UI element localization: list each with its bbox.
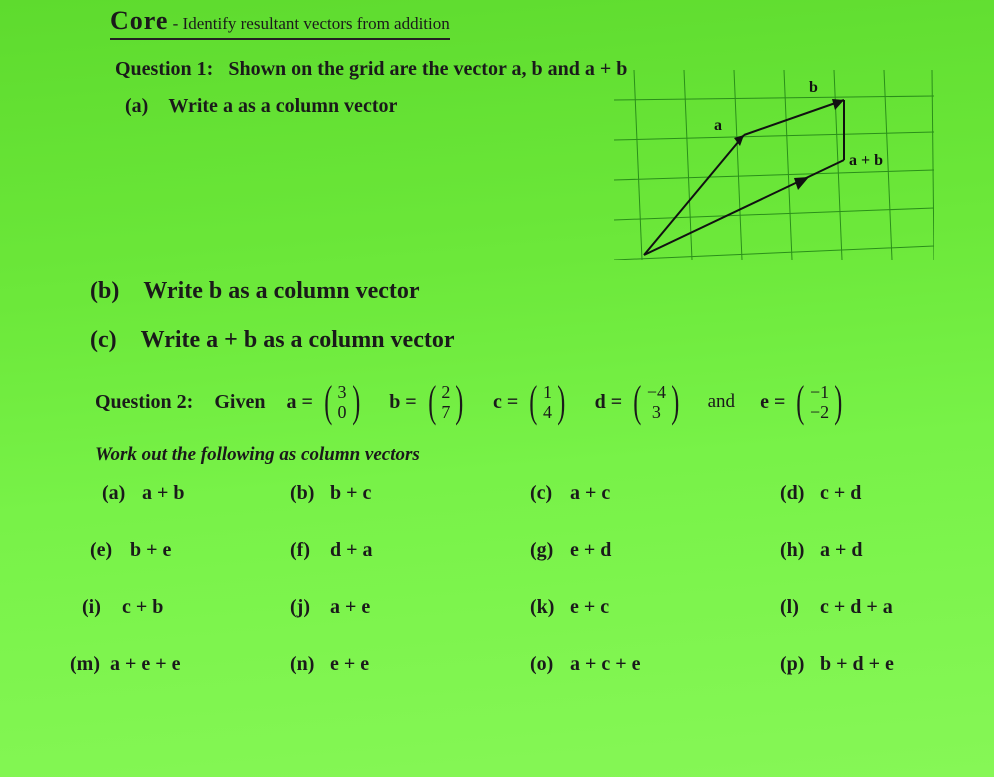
vector-ab [644, 160, 844, 255]
item-d-expr: c + d [820, 482, 861, 504]
item-p-lbl: (p) [780, 653, 820, 676]
work-instruction: Work out the following as column vectors [95, 444, 954, 466]
q2-label: Question 2: [95, 391, 193, 414]
item-o-lbl: (o) [530, 653, 570, 676]
fig-label-a: a [714, 117, 722, 134]
q2-and: and [708, 391, 735, 413]
core-word: Core [110, 6, 168, 35]
vec-e-bot: −2 [810, 402, 829, 422]
item-k-lbl: (k) [530, 596, 570, 619]
q2-given: Given [214, 391, 265, 414]
item-e-expr: b + e [130, 539, 171, 561]
item-d-lbl: (d) [780, 482, 820, 505]
item-a-expr: a + b [142, 482, 185, 504]
item-i-expr: c + b [122, 596, 163, 618]
item-h-expr: a + d [820, 539, 863, 561]
vector-c-col: (14) [526, 380, 568, 424]
item-m-lbl: (m) [70, 653, 110, 676]
exercise-grid: (a)a + b (b)b + c (c)a + c (d)c + d (e)b… [60, 482, 954, 676]
item-h-lbl: (h) [780, 539, 820, 562]
vec-b-bot: 7 [441, 402, 450, 422]
vector-a-col: (30) [321, 380, 363, 424]
q2-c-sym: c = [493, 391, 518, 414]
item-e-lbl: (e) [90, 539, 130, 562]
core-heading: Core - Identify resultant vectors from a… [110, 6, 450, 40]
q1-text: Shown on the grid are the vector a, b an… [228, 58, 627, 80]
vector-b [744, 100, 844, 135]
vec-a-bot: 0 [338, 402, 347, 422]
q1b-text: Write b as a column vector [143, 278, 419, 304]
q1c-lbl: (c) [90, 327, 117, 353]
vec-d-bot: 3 [652, 402, 661, 422]
vector-b-col: (27) [425, 380, 467, 424]
q1c-text: Write a + b as a column vector [141, 327, 455, 353]
q1a-lbl: (a) [125, 95, 148, 117]
item-o-expr: a + c + e [570, 653, 641, 675]
q1-part-c: (c) Write a + b as a column vector [90, 327, 954, 354]
grid-lines [614, 70, 934, 260]
item-l-lbl: (l) [780, 596, 820, 619]
vec-c-top: 1 [543, 382, 552, 402]
item-c-lbl: (c) [530, 482, 570, 505]
vector-a [644, 135, 744, 255]
item-f-expr: d + a [330, 539, 373, 561]
q2-d-sym: d = [595, 391, 623, 414]
item-b-lbl: (b) [290, 482, 330, 505]
item-j-expr: a + e [330, 596, 370, 618]
q2-a-sym: a = [286, 391, 312, 414]
item-i-lbl: (i) [82, 596, 122, 619]
fig-label-ab: a + b [849, 152, 883, 169]
vec-b-top: 2 [441, 382, 450, 402]
item-m-expr: a + e + e [110, 653, 181, 675]
item-g-lbl: (g) [530, 539, 570, 562]
vec-c-bot: 4 [543, 402, 552, 422]
q1a-text: Write a as a column vector [168, 95, 397, 117]
vector-d-col: (−43) [630, 380, 682, 424]
q2-b-sym: b = [389, 391, 417, 414]
q1b-lbl: (b) [90, 278, 119, 304]
q1-part-b: (b) Write b as a column vector [90, 278, 954, 305]
q2-e-sym: e = [760, 391, 785, 414]
item-a-lbl: (a) [102, 482, 142, 505]
item-j-lbl: (j) [290, 596, 330, 619]
item-k-expr: e + c [570, 596, 609, 618]
item-b-expr: b + c [330, 482, 371, 504]
item-f-lbl: (f) [290, 539, 330, 562]
fig-label-b: b [809, 79, 818, 96]
item-n-expr: e + e [330, 653, 369, 675]
q1-label: Question 1: [115, 58, 213, 80]
question-2: Question 2: Given a = (30) b = (27) c = … [95, 380, 954, 424]
vec-d-top: −4 [647, 382, 666, 402]
vector-grid-figure: a b a + b [614, 70, 934, 260]
vec-a-top: 3 [338, 382, 347, 402]
item-g-expr: e + d [570, 539, 611, 561]
vector-e-col: (−1−2) [793, 380, 845, 424]
vec-e-top: −1 [810, 382, 829, 402]
item-c-expr: a + c [570, 482, 610, 504]
item-p-expr: b + d + e [820, 653, 894, 675]
core-subtitle: - Identify resultant vectors from additi… [168, 14, 449, 33]
item-l-expr: c + d + a [820, 596, 893, 618]
item-n-lbl: (n) [290, 653, 330, 676]
